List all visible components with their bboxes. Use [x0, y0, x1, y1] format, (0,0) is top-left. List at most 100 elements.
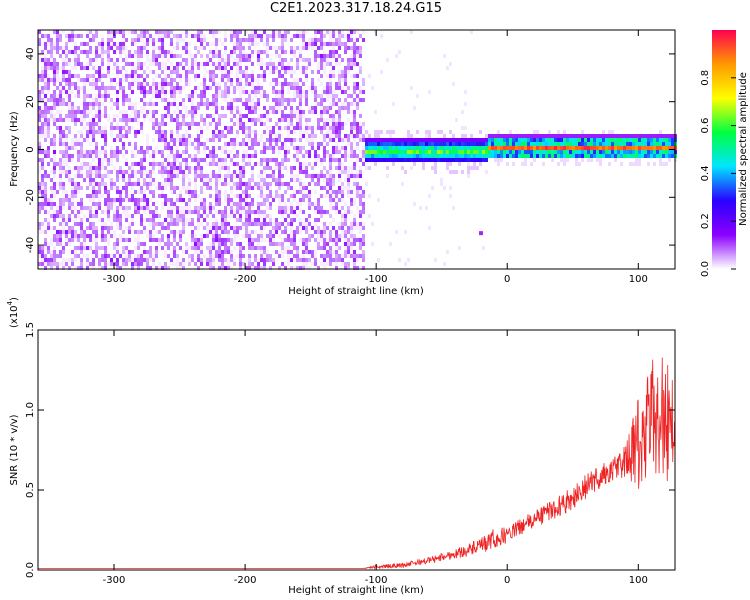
spectrogram-cell: [230, 110, 233, 114]
spectrogram-cell: [278, 178, 281, 182]
spectrogram-cell: [332, 174, 335, 178]
spectrogram-cell: [638, 154, 641, 158]
spectrogram-cell: [332, 178, 335, 182]
spectrogram-cell: [623, 150, 626, 154]
spectrogram-cell: [92, 230, 95, 234]
spectrogram-cell: [278, 102, 281, 106]
spectrogram-cell: [80, 230, 83, 234]
spectrogram-cell: [44, 62, 47, 66]
spectrogram-cell: [203, 218, 206, 222]
spectrogram-cell: [59, 242, 62, 246]
spectrogram-cell: [263, 250, 266, 254]
spectrogram-cell: [152, 122, 155, 126]
spectrogram-cell: [209, 182, 212, 186]
spectrogram-cell: [47, 226, 50, 230]
spectrogram-cell: [194, 174, 197, 178]
spectrogram-cell: [161, 226, 164, 230]
spectrogram-cell: [353, 174, 356, 178]
spectrogram-cell: [38, 226, 41, 230]
spectrogram-cell: [197, 50, 200, 54]
spectrogram-cell: [101, 86, 104, 90]
spectrogram-cell: [455, 142, 458, 146]
spectrogram-cell: [479, 162, 482, 166]
spectrogram-cell: [173, 202, 176, 206]
spectrogram-cell: [563, 138, 566, 142]
spectrogram-cell: [125, 158, 128, 162]
spectrogram-cell: [62, 190, 65, 194]
spectrogram-cell: [74, 118, 77, 122]
spectrogram-cell: [134, 78, 137, 82]
spectrogram-cell: [233, 42, 236, 46]
spectrogram-cell: [50, 178, 53, 182]
spectrogram-cell: [458, 150, 461, 154]
spectrogram-cell: [224, 150, 227, 154]
spectrogram-cell: [347, 166, 350, 170]
spectrogram-cell: [215, 154, 218, 158]
spectrogram-cell: [194, 206, 197, 210]
spectrogram-cell: [101, 130, 104, 134]
spectrogram-cell: [59, 206, 62, 210]
spectrogram-cell: [122, 198, 125, 202]
spectrogram-cell: [362, 194, 365, 198]
spectrogram-cell: [233, 174, 236, 178]
spectrogram-cell: [209, 242, 212, 246]
spectrogram-cell: [317, 118, 320, 122]
spectrogram-cell: [281, 254, 284, 258]
spectrogram-cell: [173, 94, 176, 98]
spectrogram-cell: [62, 198, 65, 202]
spectrogram-cell: [218, 66, 221, 70]
spectrogram-cell: [182, 222, 185, 226]
spectrogram-cell: [98, 46, 101, 50]
spectrogram-cell: [200, 170, 203, 174]
spectrogram-cell: [218, 82, 221, 86]
spectrogram-cell: [101, 62, 104, 66]
spectrogram-cells: [38, 30, 677, 270]
spectrogram-cell: [335, 262, 338, 266]
spectrogram-cell: [305, 186, 308, 190]
spectrogram-cell: [296, 230, 299, 234]
spectrogram-cell: [287, 90, 290, 94]
spectrogram-cell: [308, 62, 311, 66]
spectrogram-cell: [158, 194, 161, 198]
spectrogram-cell: [101, 158, 104, 162]
spectrogram-cell: [503, 154, 506, 158]
spectrogram-cell: [101, 74, 104, 78]
spectrogram-cell: [542, 134, 545, 138]
spectrogram-cell: [233, 50, 236, 54]
spectrogram-cell: [137, 150, 140, 154]
spectrogram-cell: [80, 110, 83, 114]
spectrogram-cell: [176, 106, 179, 110]
spectrogram-cell: [587, 142, 590, 146]
spectrogram-cell: [242, 170, 245, 174]
spectrogram-cell: [269, 186, 272, 190]
spectrogram-cell: [56, 230, 59, 234]
spectrogram-cell: [131, 250, 134, 254]
spectrogram-cell: [290, 178, 293, 182]
spectrogram-cell: [41, 114, 44, 118]
spectrogram-cell: [62, 134, 65, 138]
spectrogram-cell: [200, 34, 203, 38]
spectrogram-cell: [239, 94, 242, 98]
spectrogram-cell: [323, 150, 326, 154]
spectrogram-cell: [245, 82, 248, 86]
spectrogram-cell: [317, 38, 320, 42]
spectrogram-cell: [464, 142, 467, 146]
spectrogram-cell: [143, 114, 146, 118]
spectrogram-cell: [134, 182, 137, 186]
spectrogram-cell: [293, 210, 296, 214]
spectrogram-cell: [122, 110, 125, 114]
spectrogram-cell: [155, 58, 158, 62]
spectrogram-cell: [197, 62, 200, 66]
spectrogram-cell: [362, 162, 365, 166]
spectrogram-cell: [170, 170, 173, 174]
spectrogram-cell: [263, 246, 266, 250]
spectrogram-cell: [194, 238, 197, 242]
spectrogram-cell: [347, 94, 350, 98]
spectrogram-cell: [47, 218, 50, 222]
spectrogram-cell: [521, 154, 524, 158]
spectrogram-cell: [353, 30, 356, 34]
spectrogram-cell: [350, 174, 353, 178]
spectrogram-cell: [170, 70, 173, 74]
spectrogram-cell: [194, 246, 197, 250]
spectrogram-cell: [239, 210, 242, 214]
